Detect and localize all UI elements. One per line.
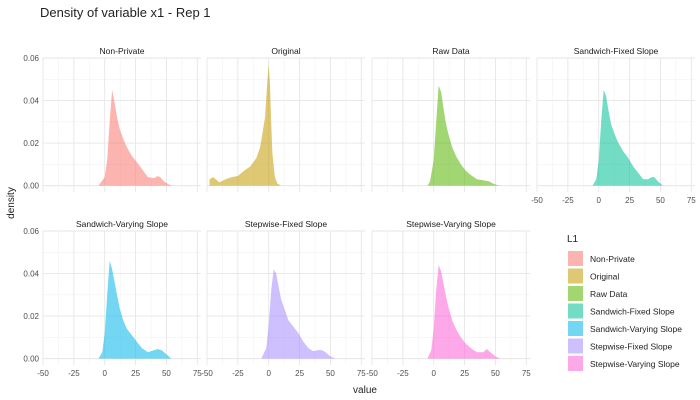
- legend-title: L1: [567, 234, 579, 245]
- x-tick-label: 50: [162, 369, 171, 378]
- y-tick-label: 0.02: [23, 139, 39, 148]
- y-tick-label: 0.02: [23, 312, 39, 321]
- legend-label: Raw Data: [590, 289, 628, 299]
- y-tick-label: 0.00: [23, 182, 39, 191]
- panel-grid: [42, 57, 201, 192]
- legend-swatch: [568, 286, 583, 301]
- legend-label: Non-Private: [590, 254, 635, 264]
- x-tick-label: 50: [326, 369, 335, 378]
- x-tick-label: 0: [596, 196, 601, 205]
- x-tick-label: 25: [625, 196, 634, 205]
- panel-original: Original: [206, 46, 365, 192]
- x-tick-label: 50: [656, 196, 665, 205]
- legend-swatch: [568, 251, 583, 266]
- x-tick-label: -50: [531, 196, 543, 205]
- y-axis-title: density: [6, 187, 17, 219]
- x-tick-label: -25: [562, 196, 574, 205]
- density-area-original: [209, 64, 282, 186]
- x-tick-label: -25: [397, 369, 409, 378]
- panel-sandwich-varying-slope: Sandwich-Varying Slope 0.00 0.02 0.04 0.06 -5…: [23, 219, 202, 378]
- x-tick-label: 25: [131, 369, 140, 378]
- density-area-sandwich-fixed-slope: [592, 89, 663, 186]
- legend-swatch: [568, 356, 583, 371]
- legend-swatch: [568, 338, 583, 354]
- legend-label: Sandwich-Fixed Slope: [590, 307, 675, 317]
- legend-label: Original: [590, 272, 619, 282]
- x-tick-label: 50: [491, 369, 500, 378]
- panel-stepwise-fixed-slope: Stepwise-Fixed Slope -50 -25 0 25 50 75: [201, 219, 366, 378]
- density-area-raw-data: [427, 85, 502, 186]
- panel-non-private: Non-Private 0.00 0.02 0.04 0.06: [23, 46, 201, 192]
- legend-item-sandwich-fixed-slope: Sandwich-Fixed Slope: [568, 303, 675, 319]
- legend-item-sandwich-varying-slope: Sandwich-Varying Slope: [568, 321, 682, 336]
- y-tick-label: 0.00: [23, 355, 39, 364]
- panel-sandwich-fixed-slope: Sandwich-Fixed Slope -50 -25 0 25 50 75: [531, 46, 696, 205]
- x-tick-label: -25: [68, 369, 80, 378]
- legend-swatch: [568, 303, 583, 319]
- strip-label: Raw Data: [432, 46, 470, 56]
- panel-grid: [206, 57, 365, 192]
- strip-label: Sandwich-Varying Slope: [76, 219, 168, 229]
- legend-label: Stepwise-Fixed Slope: [590, 342, 672, 352]
- strip-label: Stepwise-Fixed Slope: [245, 219, 327, 229]
- x-tick-label: 75: [193, 369, 202, 378]
- x-tick-label: 0: [431, 369, 436, 378]
- density-area-stepwise-varying-slope: [427, 265, 501, 359]
- x-tick-label: 0: [102, 369, 107, 378]
- y-tick-label: 0.04: [23, 97, 39, 106]
- x-tick-label: -50: [366, 369, 378, 378]
- x-tick-label: 0: [266, 369, 271, 378]
- x-tick-label: 25: [295, 369, 304, 378]
- panel-stepwise-varying-slope: Stepwise-Varying Slope -50 -25 0 25 50 75: [366, 219, 531, 378]
- x-tick-label: 75: [522, 369, 531, 378]
- legend-swatch: [568, 321, 583, 336]
- panel-raw-data: Raw Data: [371, 46, 530, 192]
- x-tick-label: 75: [357, 369, 366, 378]
- facet-panels: Non-Private 0.00 0.02 0.04 0.06 Original Raw D…: [23, 46, 696, 378]
- density-area-stepwise-fixed-slope: [261, 269, 336, 359]
- x-tick-label: -50: [201, 369, 213, 378]
- x-axis-title: value: [353, 385, 377, 396]
- legend-item-stepwise-fixed-slope: Stepwise-Fixed Slope: [568, 338, 672, 354]
- chart-title: Density of variable x1 - Rep 1: [40, 5, 211, 20]
- legend-label: Stepwise-Varying Slope: [590, 359, 680, 369]
- y-tick-label: 0.06: [23, 227, 39, 236]
- density-area-sandwich-varying-slope: [98, 260, 172, 359]
- legend: L1 Non-Private Original Raw Data Sandwich-F…: [567, 234, 682, 371]
- strip-label: Original: [271, 46, 300, 56]
- legend-item-non-private: Non-Private: [568, 251, 635, 266]
- legend-swatch: [568, 268, 583, 284]
- x-tick-label: -25: [232, 369, 244, 378]
- density-area-non-private: [98, 89, 173, 186]
- x-tick-label: -50: [37, 369, 49, 378]
- x-tick-label: 25: [460, 369, 469, 378]
- legend-item-original: Original: [568, 268, 619, 284]
- x-tick-label: 75: [687, 196, 696, 205]
- legend-item-raw-data: Raw Data: [568, 286, 628, 301]
- strip-label: Sandwich-Fixed Slope: [574, 46, 659, 56]
- strip-label: Stepwise-Varying Slope: [406, 219, 496, 229]
- legend-item-stepwise-varying-slope: Stepwise-Varying Slope: [568, 356, 680, 371]
- y-tick-label: 0.04: [23, 270, 39, 279]
- strip-label: Non-Private: [100, 46, 145, 56]
- legend-label: Sandwich-Varying Slope: [590, 324, 682, 334]
- y-tick-label: 0.06: [23, 54, 39, 63]
